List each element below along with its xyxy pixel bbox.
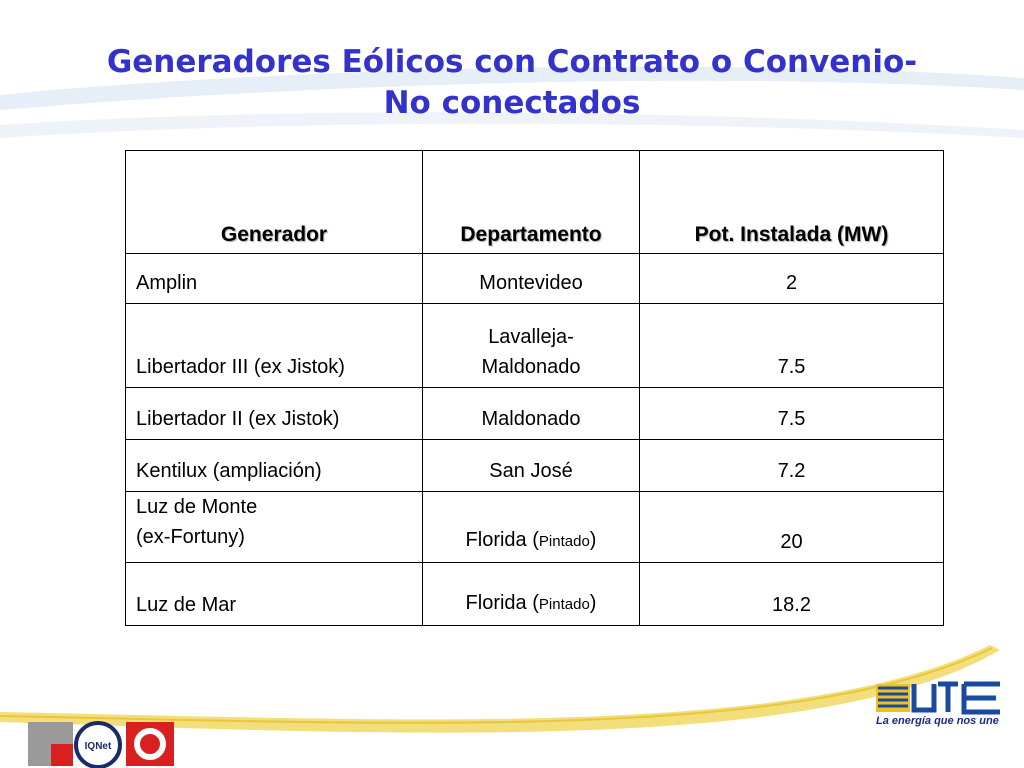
cell: 7.2 xyxy=(639,439,944,492)
cell: 18.2 xyxy=(639,562,944,626)
cell: Luz de Mar xyxy=(125,562,423,626)
logo-q xyxy=(134,728,166,760)
cell: Kentilux (ampliación) xyxy=(125,439,423,492)
swoosh xyxy=(0,66,1024,110)
cell-line: (ex-Fortuny) xyxy=(136,526,245,548)
header-cell: Departamento xyxy=(422,150,640,254)
cell: Maldonado xyxy=(422,387,640,440)
cell: 20 xyxy=(639,491,944,563)
cell: 7.5 xyxy=(639,303,944,388)
cell: Libertador III (ex Jistok) xyxy=(125,303,423,388)
cell-line: Maldonado xyxy=(481,356,581,378)
cell: San José xyxy=(422,439,640,492)
cell-line: Lavalleja- xyxy=(488,326,574,348)
tagline: La energía que nos une xyxy=(876,715,999,727)
header-row: Generador Departamento Pot. Instalada (MW) xyxy=(125,150,944,254)
row: Luz de Mar Florida (Pintado) 18.2 xyxy=(125,562,944,626)
logo-stripes xyxy=(878,686,908,708)
cell-text: ) xyxy=(589,529,597,551)
logo-letters xyxy=(911,681,1000,715)
cell: 7.5 xyxy=(639,387,944,440)
cell: Florida (Pintado) xyxy=(422,562,640,626)
logo-iqnet xyxy=(74,721,122,768)
cell: Luz de Monte (ex-Fortuny) xyxy=(125,491,423,563)
cell: Florida (Pintado) xyxy=(422,491,640,563)
row: Amplin Montevideo 2 xyxy=(125,253,944,304)
cell-text: Florida ( xyxy=(465,529,539,551)
row: Kentilux (ampliación) San José 7.2 xyxy=(125,439,944,492)
title: No conectados xyxy=(383,85,641,121)
cell-text: Florida ( xyxy=(465,592,539,614)
title: Generadores Eólicos con Contrato o Conve… xyxy=(106,44,918,80)
swoosh xyxy=(0,645,1000,733)
cell: Amplin xyxy=(125,253,423,304)
cell-text: ) xyxy=(589,592,597,614)
row: Luz de Monte (ex-Fortuny) Florida (Pintado… xyxy=(125,491,944,563)
row: Libertador II (ex Jistok) Maldonado 7.5 xyxy=(125,387,944,440)
logo-box xyxy=(51,744,73,766)
cell: 2 xyxy=(639,253,944,304)
logo-text: IQNet xyxy=(85,741,112,752)
cell: Lavalleja- Maldonado xyxy=(422,303,640,388)
swoosh xyxy=(0,112,1024,138)
header-cell: Generador xyxy=(125,150,423,254)
swoosh-line xyxy=(0,647,993,724)
cell: Libertador II (ex Jistok) xyxy=(125,387,423,440)
cell-text: Pintado xyxy=(538,533,590,550)
cell-line: Luz de Monte xyxy=(136,496,258,518)
row: Libertador III (ex Jistok) Lavalleja- Mald… xyxy=(125,303,944,388)
cell: Montevideo xyxy=(422,253,640,304)
header-cell: Pot. Instalada (MW) xyxy=(639,150,944,254)
ute-logo xyxy=(876,681,1000,715)
cell-text: Pintado xyxy=(538,596,590,613)
table: Generador Departamento Pot. Instalada (MW)… xyxy=(125,150,944,626)
